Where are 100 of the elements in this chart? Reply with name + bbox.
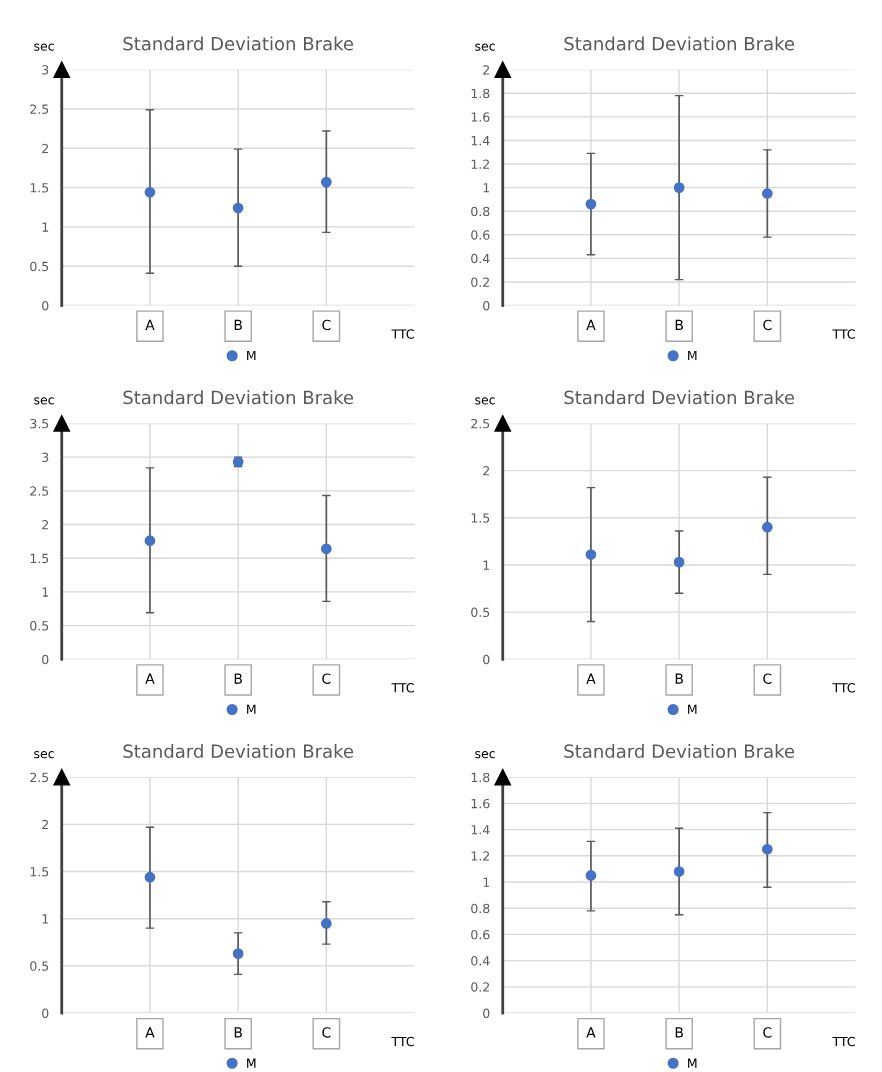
y-tick-label: 1.5 — [30, 553, 49, 564]
y-tick-label: 2.5 — [30, 772, 49, 783]
x-axis-title: TTC — [391, 1036, 414, 1047]
chart-title: Standard Deviation Brake — [564, 744, 795, 759]
y-tick-label: 1 — [42, 222, 49, 232]
y-tick-label: 0 — [42, 654, 49, 665]
point — [232, 202, 244, 214]
chart-title: Standard Deviation Brake — [564, 390, 795, 405]
y-tick-label: 0 — [42, 300, 49, 311]
y-tick-label: 1.5 — [30, 867, 49, 877]
y-tick-label: 1 — [483, 560, 490, 570]
point — [585, 549, 597, 560]
y-tick-label: 0.4 — [471, 253, 490, 264]
x-tick-label: A — [145, 673, 155, 684]
point — [673, 182, 685, 193]
y-tick-label: 1 — [483, 877, 490, 887]
y-tick-label: 2 — [483, 466, 489, 476]
x-tick-label: A — [145, 319, 155, 330]
y-tick-label: 0.5 — [30, 621, 49, 631]
point — [585, 870, 597, 881]
y-tick-label: 2 — [42, 819, 48, 830]
y-tick-label: 0.5 — [30, 261, 49, 272]
x-tick-label: C — [763, 1027, 772, 1038]
chart-title: Standard Deviation Brake — [564, 36, 795, 51]
x-tick-label: B — [234, 1027, 242, 1038]
y-tick-label: 1.8 — [471, 772, 490, 783]
legend-label: M — [688, 704, 697, 714]
y-tick-label: 0.5 — [471, 607, 490, 618]
x-tick-label: A — [145, 1027, 155, 1038]
y-tick-label: 1.8 — [471, 88, 490, 99]
y-tick-label: 1.6 — [471, 798, 490, 809]
point — [761, 521, 773, 533]
y-tick-label: 0.2 — [471, 982, 489, 992]
x-axis-title: TTC — [391, 683, 414, 693]
y-tick-label: 1.2 — [471, 159, 489, 169]
point — [761, 843, 773, 855]
chart-title: Standard Deviation Brake — [123, 744, 354, 759]
point — [673, 866, 685, 877]
y-tick-label: 3 — [42, 452, 49, 463]
y-tick-label: 3 — [42, 65, 49, 75]
point — [144, 871, 156, 883]
point — [320, 176, 332, 188]
x-tick-label: C — [763, 673, 772, 684]
y-tick-label: 1.5 — [30, 183, 49, 193]
x-tick-label: B — [675, 1027, 683, 1038]
y-tick-label: 1.2 — [471, 851, 489, 861]
point — [673, 556, 685, 568]
y-axis-title: sec — [34, 43, 54, 51]
legend-label: M — [247, 1058, 256, 1068]
y-tick-label: 0.2 — [471, 277, 489, 287]
x-tick-label: C — [322, 673, 331, 684]
x-axis-title: TTC — [832, 1036, 855, 1047]
x-tick-label: B — [234, 673, 242, 684]
legend-label: M — [247, 351, 256, 361]
y-axis-title: sec — [34, 397, 54, 405]
y-tick-label: 2.5 — [30, 104, 49, 114]
y-axis-title: sec — [34, 751, 54, 759]
point — [320, 543, 332, 555]
y-tick-label: 1 — [42, 914, 49, 924]
y-axis-title: sec — [475, 397, 495, 405]
y-tick-label: 1 — [42, 587, 49, 597]
point — [144, 535, 156, 547]
y-tick-label: 2.5 — [471, 418, 490, 429]
y-tick-label: 3.5 — [30, 418, 49, 429]
y-axis-title: sec — [475, 751, 495, 759]
x-tick-label: C — [322, 319, 331, 331]
y-axis-title: sec — [475, 43, 495, 51]
y-tick-label: 0.6 — [471, 929, 490, 940]
x-tick-label: B — [675, 319, 683, 330]
x-tick-label: C — [322, 1027, 331, 1038]
y-tick-label: 0 — [42, 1008, 49, 1018]
legend-label: M — [688, 351, 697, 361]
point — [585, 198, 597, 210]
x-axis-title: TTC — [832, 329, 855, 339]
y-tick-label: 1 — [483, 183, 490, 193]
y-tick-label: 0.5 — [30, 961, 49, 971]
y-tick-label: 1.5 — [471, 513, 490, 523]
y-tick-label: 2.5 — [30, 486, 49, 496]
chart-title: Standard Deviation Brake — [123, 390, 354, 405]
y-tick-label: 1.4 — [471, 136, 490, 146]
x-axis-title: TTC — [832, 683, 855, 693]
legend-label: M — [247, 704, 256, 714]
y-tick-label: 2 — [42, 519, 48, 530]
chart-title: Standard Deviation Brake — [123, 36, 354, 51]
y-tick-label: 1.6 — [471, 112, 490, 122]
point — [320, 918, 332, 929]
y-tick-label: 0 — [483, 654, 490, 665]
x-tick-label: A — [586, 319, 596, 330]
y-tick-label: 1.4 — [471, 825, 490, 835]
x-axis-title: TTC — [391, 329, 414, 339]
point — [232, 948, 244, 959]
x-tick-label: B — [675, 673, 683, 684]
y-tick-label: 0.6 — [471, 230, 490, 240]
y-tick-label: 0 — [483, 1008, 490, 1018]
y-tick-label: 2 — [483, 65, 489, 75]
y-tick-label: 2 — [42, 143, 48, 154]
point — [144, 186, 156, 198]
y-tick-label: 0.8 — [471, 903, 490, 914]
point — [761, 188, 773, 199]
x-tick-label: A — [586, 673, 596, 684]
